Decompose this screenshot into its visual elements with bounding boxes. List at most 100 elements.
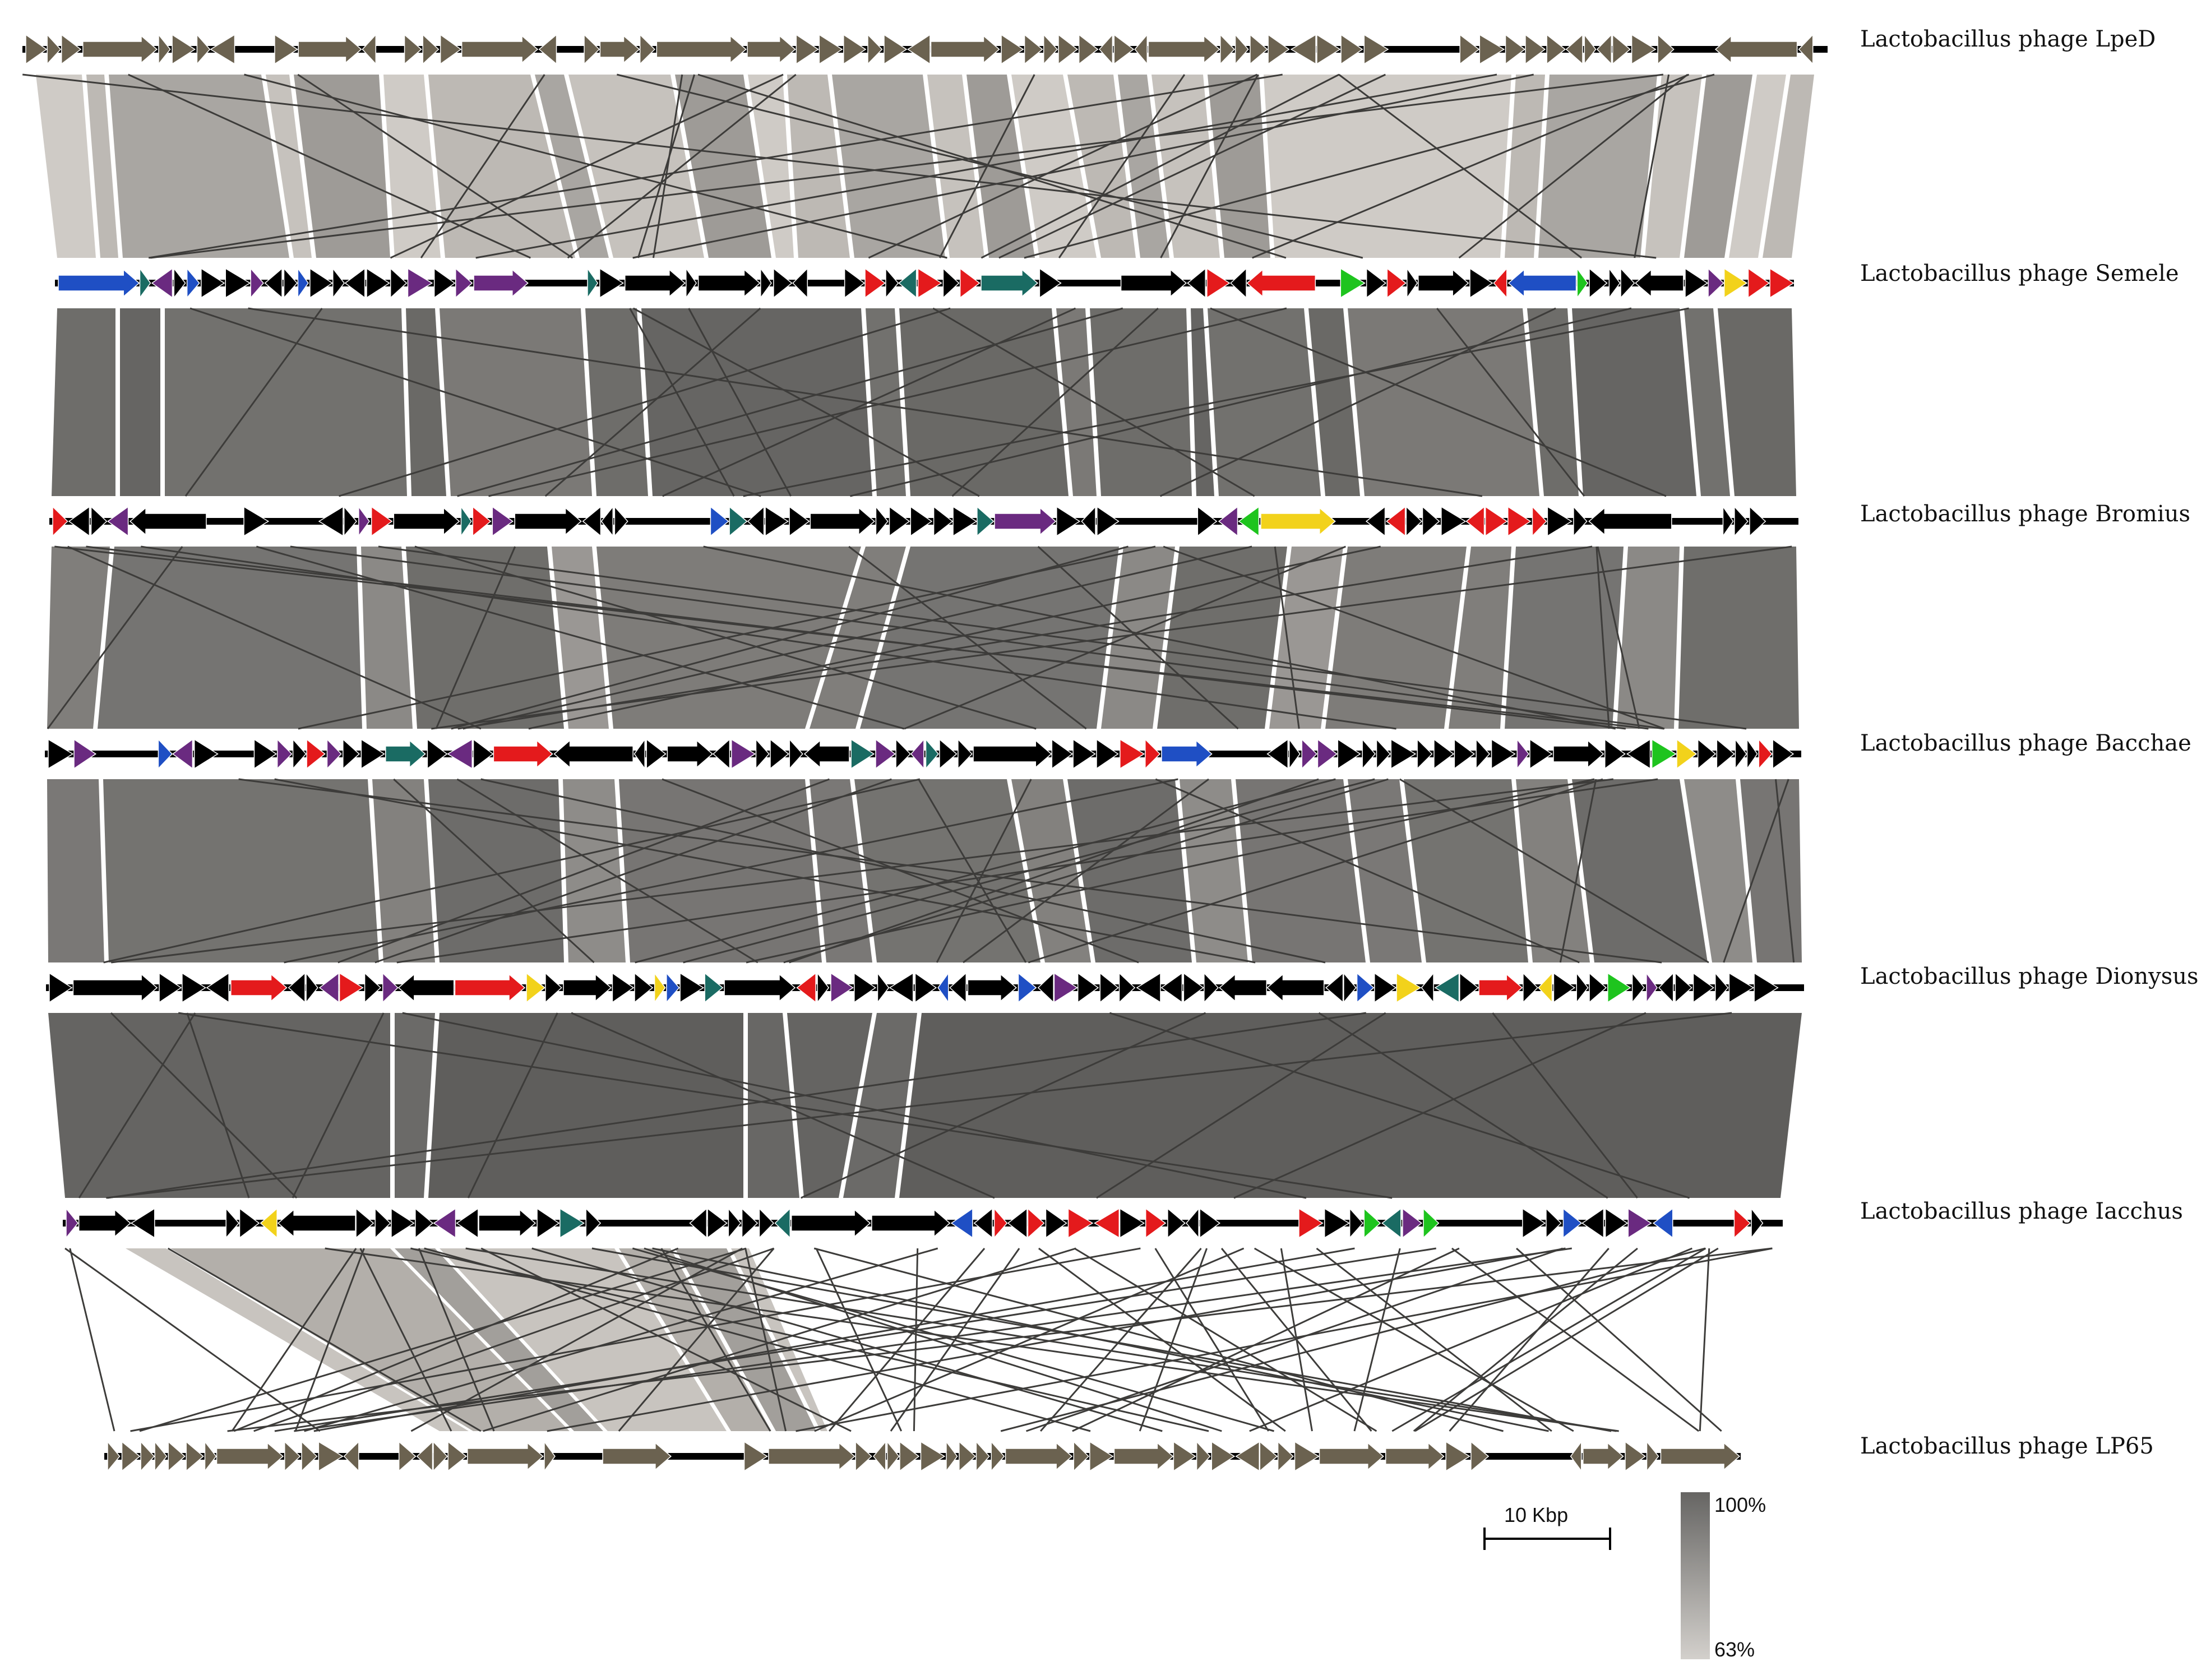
- similarity-link: [697, 73, 1287, 259]
- gene-arrow: [73, 738, 97, 770]
- similarity-band: [361, 547, 413, 729]
- gene-arrow: [456, 1207, 479, 1239]
- similarity-link: [632, 307, 980, 497]
- gene-arrow: [1746, 738, 1758, 770]
- gene-arrow: [391, 1207, 415, 1239]
- similarity-link: [1516, 1247, 1722, 1432]
- gene-arrow: [151, 267, 173, 299]
- gene-arrow: [973, 739, 1052, 769]
- gene-arrow: [355, 1207, 374, 1239]
- gene-arrow: [1097, 506, 1120, 537]
- similarity-link: [1318, 1012, 1608, 1199]
- similarity-band: [266, 75, 312, 258]
- gene-arrow: [478, 1209, 537, 1238]
- similarity-link: [1458, 73, 1689, 259]
- similarity-link: [1595, 546, 1610, 729]
- similarity-link: [629, 308, 735, 497]
- gene-arrow: [1089, 1441, 1114, 1472]
- identity-min-label: 63%: [1714, 1638, 1755, 1661]
- gene-arrow: [1073, 1441, 1089, 1472]
- similarity-link: [378, 545, 1747, 730]
- similarity-link: [274, 1247, 1436, 1432]
- gene-arrow: [1268, 34, 1290, 65]
- gene-arrow: [1317, 738, 1338, 770]
- similarity-band: [428, 1013, 743, 1198]
- gene-arrow: [298, 35, 362, 64]
- gene-arrow: [1546, 34, 1566, 65]
- gene-arrow: [755, 738, 770, 770]
- gene-arrow: [1045, 1207, 1067, 1239]
- similarity-link: [1074, 1247, 1377, 1432]
- similarity-link: [1723, 779, 1789, 963]
- similarity-band: [787, 1013, 872, 1198]
- similarity-link: [456, 778, 759, 964]
- gene-arrow: [633, 738, 645, 770]
- gene-arrow: [415, 1207, 434, 1239]
- gene-arrow: [1289, 738, 1301, 770]
- gene-arrow: [107, 1440, 121, 1473]
- similarity-band: [1684, 75, 1752, 258]
- similarity-link: [244, 73, 947, 259]
- gene-arrow: [25, 34, 48, 65]
- similarity-link: [313, 1247, 1355, 1432]
- gene-arrow: [1459, 972, 1479, 1003]
- similarity-band: [109, 75, 289, 258]
- genome-track: [63, 1207, 1783, 1239]
- gene-arrow: [186, 1441, 204, 1472]
- gene-arrow: [130, 1207, 155, 1239]
- gene-arrow: [679, 972, 705, 1003]
- gene-arrow: [1562, 1207, 1583, 1239]
- similarity-link: [591, 1247, 1612, 1432]
- gene-arrow: [1479, 34, 1505, 65]
- gene-arrow: [1260, 507, 1336, 536]
- gene-arrow: [1596, 34, 1612, 65]
- gene-arrow: [1365, 506, 1386, 537]
- similarity-link: [932, 307, 1255, 497]
- gene-arrow: [1476, 738, 1490, 770]
- similarity-band: [395, 1248, 603, 1431]
- gene-arrow: [1390, 738, 1417, 770]
- gene-arrow: [1167, 1207, 1186, 1239]
- gene-arrow: [253, 738, 278, 770]
- similarity-link: [632, 1247, 1274, 1432]
- gene-arrow: [1204, 972, 1219, 1003]
- similarity-link: [106, 1012, 1732, 1199]
- similarity-link: [359, 1248, 452, 1432]
- identity-color-scale: [1681, 1492, 1710, 1659]
- gene-arrow: [686, 267, 697, 299]
- similarity-link: [189, 307, 761, 497]
- similarity-link: [743, 307, 1689, 497]
- similarity-link: [69, 1248, 115, 1432]
- gene-arrow: [1445, 1441, 1470, 1472]
- gene-arrow: [1646, 1440, 1659, 1473]
- gene-arrow: [1077, 972, 1099, 1003]
- genome-track: [45, 738, 1801, 770]
- gene-arrow: [946, 1440, 958, 1473]
- gene-arrow: [914, 972, 937, 1003]
- similarity-link: [337, 778, 830, 964]
- similarity-link: [801, 1012, 1206, 1199]
- gene-arrow: [1118, 972, 1136, 1003]
- gene-arrow: [1058, 34, 1079, 65]
- gene-arrow: [1565, 34, 1583, 65]
- gene-arrow: [1733, 1207, 1751, 1239]
- similarity-link: [652, 74, 683, 258]
- similarity-band: [1729, 75, 1786, 258]
- gene-arrow: [1553, 972, 1575, 1003]
- gene-arrow: [1134, 33, 1148, 66]
- gene-arrow: [1588, 507, 1672, 536]
- similarity-band: [406, 308, 446, 496]
- gene-arrow: [1608, 267, 1621, 299]
- gene-arrow: [959, 267, 981, 299]
- similarity-link: [465, 1247, 1617, 1432]
- similarity-link: [744, 1248, 787, 1432]
- gene-arrow: [1081, 506, 1096, 537]
- gene-arrow: [747, 35, 796, 64]
- gene-arrow: [958, 738, 973, 770]
- similarity-band: [675, 1248, 816, 1431]
- similarity-band: [1718, 308, 1796, 496]
- similarity-link: [1000, 1247, 1706, 1432]
- gene-arrow: [689, 1207, 707, 1239]
- gene-arrow: [225, 1207, 240, 1239]
- gene-arrow: [1211, 1441, 1236, 1472]
